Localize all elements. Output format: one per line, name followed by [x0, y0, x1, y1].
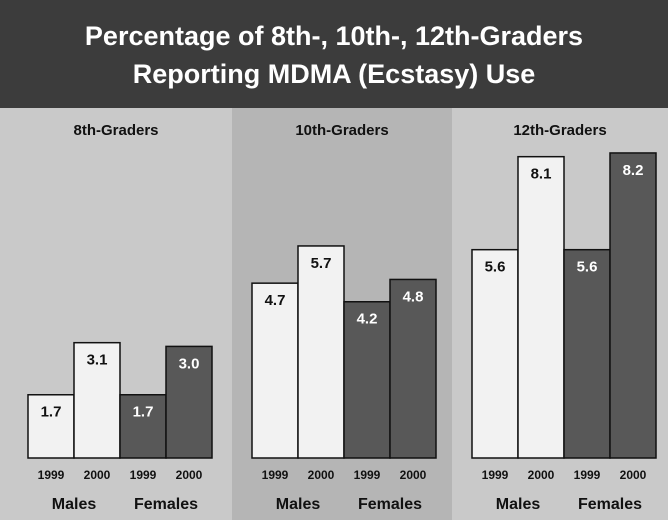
bar — [563, 248, 611, 459]
bar — [27, 394, 75, 459]
panel-title: 10th-Graders — [295, 122, 388, 139]
value-label: 1.7 — [41, 404, 62, 421]
bar — [471, 248, 519, 459]
x-tick-label: 1999 — [130, 468, 157, 482]
x-tick-label: 2000 — [400, 468, 427, 482]
panel-title: 12th-Graders — [513, 122, 606, 139]
value-label: 4.2 — [357, 311, 378, 328]
group-label: Males — [496, 496, 541, 513]
bar — [517, 155, 565, 459]
x-tick-label: 1999 — [354, 468, 381, 482]
value-label: 1.7 — [133, 404, 154, 421]
x-tick-label: 1999 — [38, 468, 65, 482]
x-tick-label: 2000 — [528, 468, 555, 482]
bar — [297, 245, 345, 459]
x-tick-label: 2000 — [176, 468, 203, 482]
bar — [609, 152, 657, 459]
x-tick-label: 2000 — [308, 468, 335, 482]
value-label: 5.6 — [485, 259, 506, 276]
group-label: Males — [52, 496, 97, 513]
x-tick-label: 2000 — [84, 468, 111, 482]
value-label: 8.1 — [531, 166, 552, 183]
value-label: 3.0 — [179, 355, 200, 372]
value-label: 5.7 — [311, 255, 332, 272]
x-tick-label: 1999 — [574, 468, 601, 482]
x-tick-label: 1999 — [482, 468, 509, 482]
group-label: Males — [276, 496, 321, 513]
value-label: 4.7 — [265, 292, 286, 309]
bar — [389, 278, 437, 459]
value-label: 8.2 — [623, 162, 644, 179]
panel-title: 8th-Graders — [73, 122, 158, 139]
header — [0, 0, 668, 108]
group-label: Females — [578, 496, 642, 513]
chart-title: Reporting MDMA (Ecstasy) Use — [133, 59, 536, 89]
x-tick-label: 1999 — [262, 468, 289, 482]
value-label: 4.8 — [403, 288, 424, 305]
bar — [165, 345, 213, 459]
value-label: 3.1 — [87, 352, 108, 369]
bar — [343, 301, 391, 459]
x-tick-label: 2000 — [620, 468, 647, 482]
group-label: Females — [134, 496, 198, 513]
group-label: Females — [358, 496, 422, 513]
value-label: 5.6 — [577, 259, 598, 276]
chart-title: Percentage of 8th-, 10th-, 12th-Graders — [85, 21, 583, 51]
bar — [251, 282, 299, 459]
